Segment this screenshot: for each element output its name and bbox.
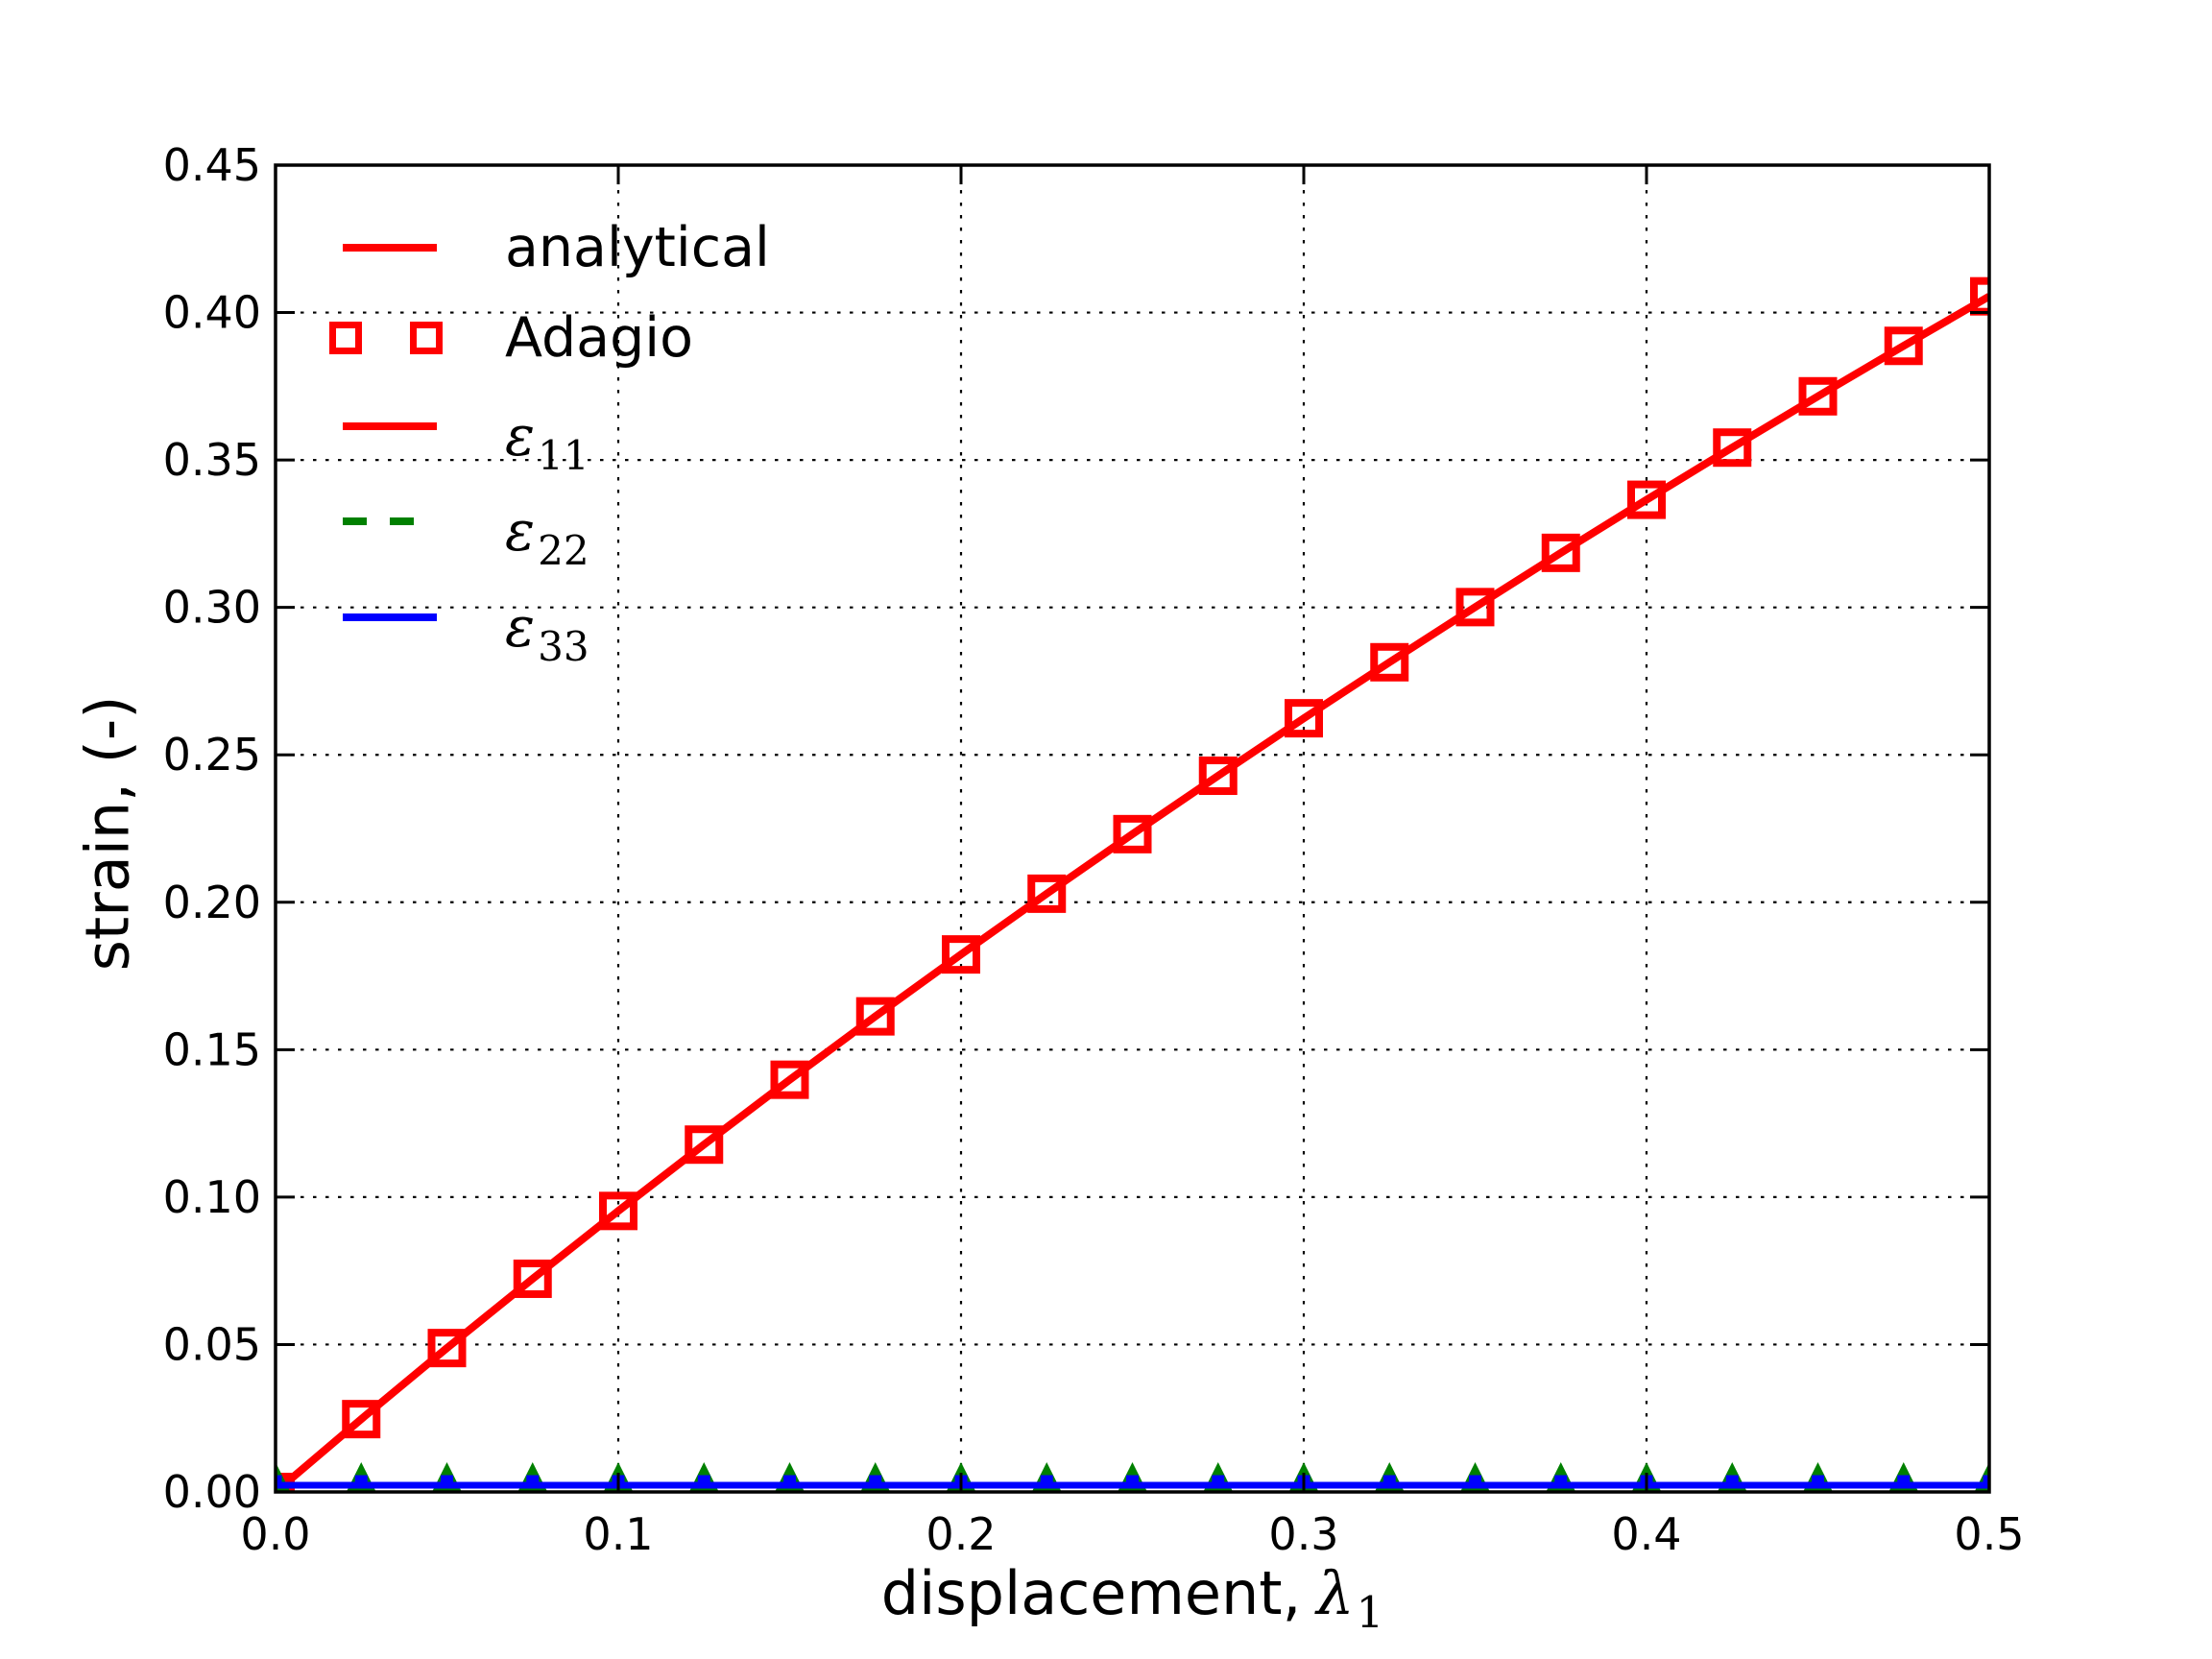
y-axis-label: strain, (-) — [72, 695, 143, 972]
svg-text:0.25: 0.25 — [163, 729, 261, 781]
svg-text:0.1: 0.1 — [583, 1508, 653, 1560]
svg-text:0.05: 0.05 — [163, 1318, 261, 1370]
lambda-symbol: λ — [1316, 1558, 1355, 1628]
svg-text:0.5: 0.5 — [1954, 1508, 2024, 1560]
svg-text:0.20: 0.20 — [163, 877, 261, 928]
svg-text:0.3: 0.3 — [1268, 1508, 1338, 1560]
x-axis-label: displacement, λ1 — [276, 1558, 1989, 1638]
x-axis-label-text: displacement, — [880, 1558, 1302, 1628]
svg-text:0.15: 0.15 — [163, 1023, 261, 1075]
svg-text:0.2: 0.2 — [926, 1508, 996, 1560]
svg-text:0.45: 0.45 — [163, 139, 261, 191]
svg-text:0.10: 0.10 — [163, 1171, 261, 1223]
svg-text:0.4: 0.4 — [1611, 1508, 1681, 1560]
svg-text:0.35: 0.35 — [163, 434, 261, 486]
lambda-subscript: 1 — [1356, 1587, 1384, 1638]
svg-text:0.30: 0.30 — [163, 582, 261, 634]
svg-text:0.0: 0.0 — [240, 1508, 310, 1560]
svg-text:0.40: 0.40 — [163, 287, 261, 339]
svg-text:0.00: 0.00 — [163, 1466, 261, 1518]
